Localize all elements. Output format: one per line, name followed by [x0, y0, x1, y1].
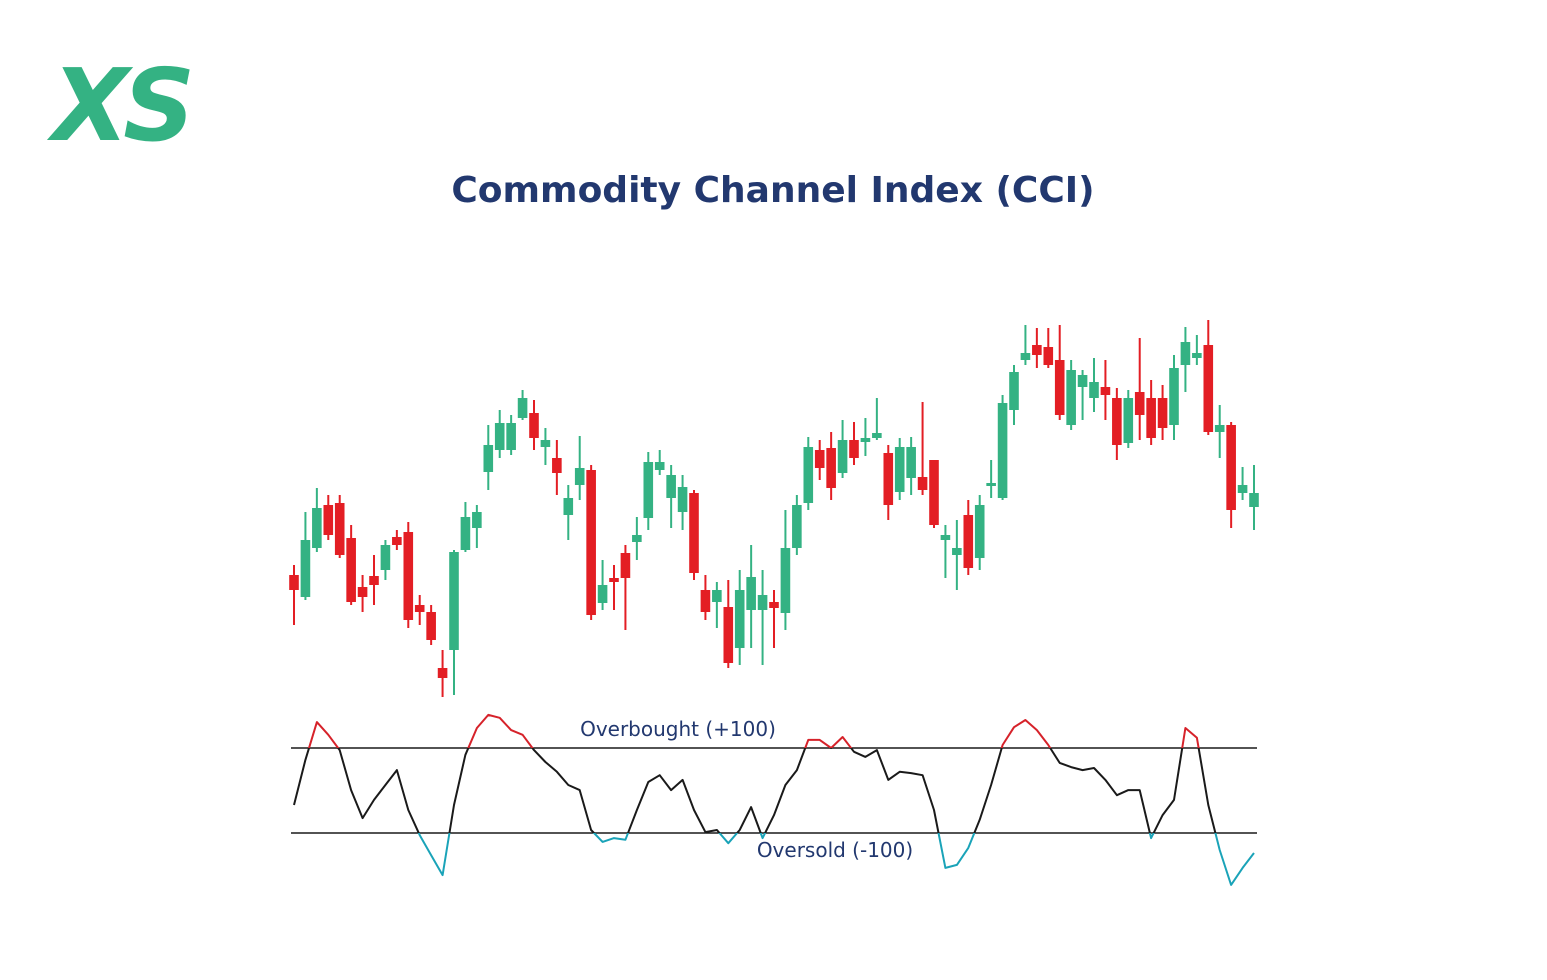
candle-body [826, 448, 836, 488]
candle-body [860, 438, 871, 442]
candle-body [597, 585, 608, 603]
cci-line [293, 713, 1255, 886]
candle-body [632, 535, 642, 542]
candle-body [952, 548, 962, 555]
candle-body [986, 483, 996, 486]
candle-body [1112, 398, 1122, 445]
candle-body [586, 470, 596, 615]
candle-body [380, 545, 391, 570]
candle-body [654, 462, 665, 470]
candle-body [403, 532, 414, 620]
candle-body [323, 505, 334, 535]
candle-body [997, 403, 1008, 498]
candle-body [609, 578, 619, 582]
candle-body [1226, 425, 1236, 510]
candle-body [620, 553, 631, 578]
candle-body [1134, 392, 1145, 415]
candle-body [929, 460, 939, 525]
candle-body [746, 577, 756, 610]
candle-body [677, 487, 688, 512]
candle-body [837, 440, 848, 473]
candle-body [963, 515, 974, 568]
candle-body [494, 423, 505, 450]
candle-body [883, 453, 894, 505]
candle-body [1192, 353, 1202, 358]
candle-body [1054, 360, 1065, 415]
candle-body [506, 423, 516, 450]
candle-body [1203, 345, 1214, 432]
candle-body [346, 538, 356, 602]
candle-body [1009, 372, 1019, 410]
candle-body [723, 607, 734, 663]
candle-body [529, 413, 539, 438]
candle-body [1180, 342, 1191, 365]
candle-body [906, 447, 916, 478]
candle-body [1237, 485, 1248, 493]
candle-body [803, 447, 814, 503]
candle-body [974, 505, 985, 558]
candle-body [1077, 375, 1088, 387]
candle-body [780, 548, 791, 613]
candle-body [483, 445, 494, 472]
candle-body [426, 612, 436, 640]
candle-body [643, 462, 654, 518]
candle-body [1089, 382, 1099, 398]
candle-body [563, 498, 574, 515]
candle-body [449, 552, 459, 650]
candle-body [1066, 370, 1076, 425]
candle-body [1043, 347, 1054, 365]
candle-body [734, 590, 745, 648]
candle-body [712, 590, 722, 602]
candle-body [437, 668, 448, 678]
candle-body [334, 503, 345, 555]
candle-body [814, 450, 825, 468]
candle-body [574, 468, 585, 485]
candle-body [1146, 398, 1156, 438]
candle-body [1020, 353, 1031, 360]
candle-body [460, 517, 471, 550]
chart-title: Commodity Channel Index (CCI) [451, 170, 1094, 211]
candle-body [666, 475, 676, 498]
candle-body [392, 537, 402, 545]
candle-body [700, 590, 711, 612]
candle-body [552, 458, 562, 473]
candle-body [472, 512, 482, 528]
candle-body [917, 477, 928, 490]
logo: XS [46, 47, 190, 164]
level-label: Oversold (-100) [757, 838, 913, 862]
candle-body [1214, 425, 1225, 432]
candle-body [849, 440, 859, 458]
candle-body [757, 595, 768, 610]
candle-body [1157, 398, 1168, 428]
candle-body [1123, 398, 1134, 443]
candle-body [414, 605, 425, 612]
candle-body [940, 535, 951, 540]
candle-body [1032, 345, 1042, 355]
candle-body [792, 505, 802, 548]
candle-body [289, 575, 299, 590]
candle-body [1100, 387, 1111, 395]
candle-body [357, 587, 368, 597]
candle-body [894, 447, 905, 492]
candle-body [1169, 368, 1179, 425]
candle-body [540, 440, 551, 447]
candle-body [689, 493, 699, 573]
candle-body [1249, 493, 1259, 507]
candle-body [769, 602, 779, 608]
level-label: Overbought (+100) [580, 717, 776, 741]
candle-body [300, 540, 311, 597]
candle-body [872, 433, 882, 438]
candle-body [312, 508, 322, 548]
candle-body [517, 398, 528, 418]
candle-body [369, 576, 379, 585]
